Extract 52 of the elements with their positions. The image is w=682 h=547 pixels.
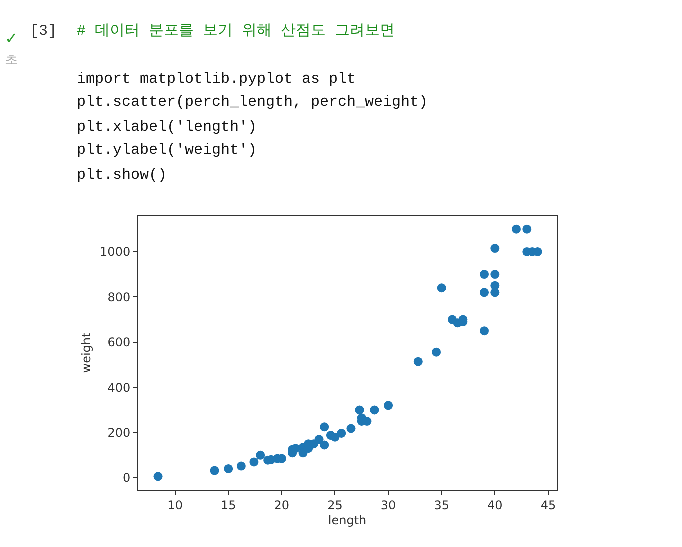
point (432, 348, 442, 357)
point (480, 288, 489, 298)
text: plt.scatter(perch_length, perch_weight) (77, 94, 428, 111)
text: # 데이터 분포를 보기 위해 산점도 그려보면 (77, 23, 396, 40)
point (337, 428, 346, 438)
point (480, 270, 489, 280)
point (414, 357, 423, 366)
x-tick-label: 20 (274, 498, 290, 512)
point (320, 422, 330, 432)
x-tick-label: 30 (380, 498, 396, 512)
x-axis-title: length (328, 513, 367, 528)
point (384, 401, 394, 410)
text: [3] (30, 23, 58, 40)
point (480, 326, 489, 336)
text: plt.xlabel('length') (77, 119, 258, 136)
y-tick-label: 0 (122, 471, 131, 486)
text: plt.show() (77, 167, 168, 184)
x-tick-label: 45 (540, 498, 556, 512)
point (320, 440, 330, 450)
text: ✓ (5, 29, 18, 48)
x-tick-label: 40 (488, 498, 503, 512)
point (314, 435, 324, 444)
text: plt.ylabel('weight') (77, 142, 258, 159)
y-tick-label: 200 (108, 426, 131, 440)
point (250, 458, 259, 467)
text: 초 (5, 53, 18, 68)
y-axis-title: weight (79, 332, 94, 374)
point (236, 462, 246, 471)
point (490, 288, 500, 298)
y-tick-label: 800 (108, 290, 131, 304)
y-tick-label: 600 (108, 336, 131, 350)
point (224, 464, 234, 474)
point (256, 450, 266, 460)
x-tick-label: 15 (220, 498, 236, 512)
x-tick-label: 10 (168, 498, 183, 512)
point (330, 432, 340, 442)
text: import matplotlib.pyplot as plt (77, 71, 356, 88)
point (355, 406, 364, 415)
point (490, 244, 500, 254)
point (448, 315, 458, 324)
point (490, 270, 500, 280)
point (437, 284, 446, 293)
point (210, 466, 220, 476)
point (512, 224, 521, 234)
x-tick-label: 35 (434, 498, 450, 512)
point (154, 472, 163, 482)
point (522, 224, 532, 234)
x-tick-label: 25 (328, 498, 343, 512)
point (370, 406, 380, 415)
y-tick-label: 1000 (100, 245, 131, 260)
point (346, 424, 356, 434)
y-tick-label: 400 (108, 380, 131, 395)
